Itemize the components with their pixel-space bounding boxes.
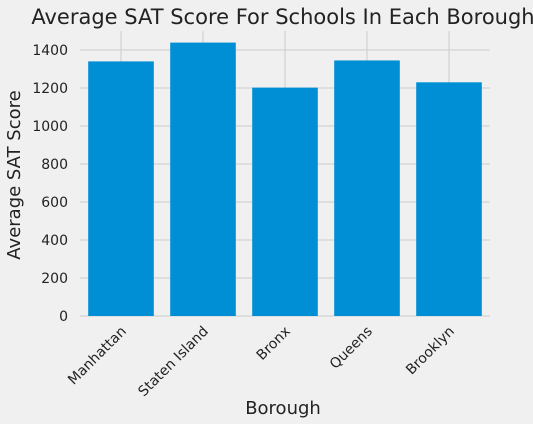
y-tick-label: 1000	[32, 119, 68, 135]
bar	[170, 42, 236, 317]
bars	[88, 42, 482, 317]
y-tick-label: 1400	[32, 43, 68, 59]
bar	[334, 60, 400, 317]
x-axis-label: Borough	[245, 398, 321, 419]
y-tick-label: 0	[59, 309, 68, 325]
y-axis-label: Average SAT Score	[4, 90, 25, 259]
y-tick-label: 600	[41, 195, 68, 211]
y-tick-label: 400	[41, 233, 68, 249]
bar	[88, 61, 154, 317]
y-tick-label: 200	[41, 271, 68, 287]
y-axis-ticks: 0 200 400 600 800 1000 1200 1400	[32, 43, 68, 325]
chart-title: Average SAT Score For Schools In Each Bo…	[31, 5, 533, 29]
y-tick-label: 800	[41, 157, 68, 173]
bar	[252, 87, 318, 317]
bar	[416, 82, 482, 316]
y-tick-label: 1200	[32, 81, 68, 97]
